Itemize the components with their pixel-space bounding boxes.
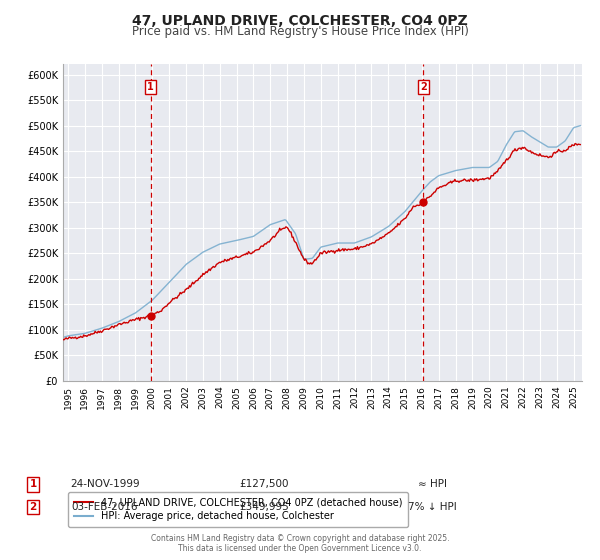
Text: ≈ HPI: ≈ HPI xyxy=(418,479,446,489)
Text: Contains HM Land Registry data © Crown copyright and database right 2025.
This d: Contains HM Land Registry data © Crown c… xyxy=(151,534,449,553)
Text: £127,500: £127,500 xyxy=(239,479,289,489)
Text: Price paid vs. HM Land Registry's House Price Index (HPI): Price paid vs. HM Land Registry's House … xyxy=(131,25,469,38)
Text: 2: 2 xyxy=(29,502,37,512)
Text: £349,995: £349,995 xyxy=(239,502,289,512)
Text: 2: 2 xyxy=(420,82,427,92)
Legend: 47, UPLAND DRIVE, COLCHESTER, CO4 0PZ (detached house), HPI: Average price, deta: 47, UPLAND DRIVE, COLCHESTER, CO4 0PZ (d… xyxy=(68,492,408,527)
Text: 1: 1 xyxy=(147,82,154,92)
Text: 1: 1 xyxy=(29,479,37,489)
Text: 7% ↓ HPI: 7% ↓ HPI xyxy=(407,502,457,512)
Text: 03-FEB-2016: 03-FEB-2016 xyxy=(72,502,138,512)
Text: 24-NOV-1999: 24-NOV-1999 xyxy=(70,479,140,489)
Text: 47, UPLAND DRIVE, COLCHESTER, CO4 0PZ: 47, UPLAND DRIVE, COLCHESTER, CO4 0PZ xyxy=(132,14,468,28)
